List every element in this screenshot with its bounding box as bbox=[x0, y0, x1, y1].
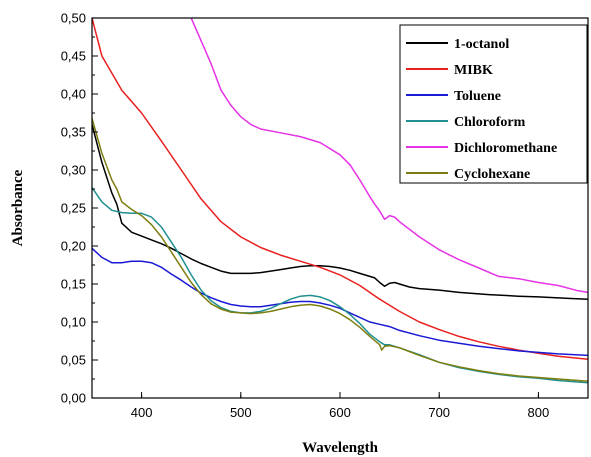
y-axis-title: Absorbance bbox=[10, 169, 26, 246]
y-tick-label: 0,30 bbox=[61, 163, 86, 178]
x-tick-label: 500 bbox=[230, 405, 252, 420]
y-tick-label: 0,00 bbox=[61, 391, 86, 406]
x-axis-title: Wavelength bbox=[302, 440, 378, 456]
y-tick-label: 0,05 bbox=[61, 353, 86, 368]
series-line-3 bbox=[92, 187, 588, 384]
y-tick-label: 0,45 bbox=[61, 49, 86, 64]
series-layer bbox=[92, 18, 588, 384]
legend-box bbox=[399, 24, 588, 184]
y-tick-label: 0,35 bbox=[61, 125, 86, 140]
y-tick-label: 0,50 bbox=[61, 11, 86, 26]
series-line-2 bbox=[92, 247, 588, 357]
x-tick-label: 400 bbox=[131, 405, 153, 420]
legend-label-4: Dichloromethane bbox=[454, 141, 557, 156]
y-tick-label: 0,25 bbox=[61, 201, 86, 216]
legend-label-2: Toluene bbox=[454, 89, 501, 104]
ticks-layer: 400 500 600 700 800 0,00 0,05 0,10 0,15 0,20 0,25 0… bbox=[61, 11, 550, 421]
legend-label-1: MIBK bbox=[454, 63, 493, 78]
series-line-1 bbox=[92, 18, 588, 360]
legend-label-3: Chloroform bbox=[454, 115, 526, 130]
x-tick-label: 700 bbox=[428, 405, 450, 420]
x-tick-label: 800 bbox=[528, 405, 550, 420]
y-tick-label: 0,20 bbox=[61, 239, 86, 254]
y-tick-label: 0,40 bbox=[61, 87, 86, 102]
legend: 1-octanol MIBK Toluene Chloroform Dichlorome… bbox=[399, 24, 588, 184]
y-tick-label: 0,10 bbox=[61, 315, 86, 330]
legend-label-5: Cyclohexane bbox=[454, 167, 530, 182]
x-tick-label: 600 bbox=[329, 405, 351, 420]
series-line-0 bbox=[92, 124, 588, 300]
series-line-4 bbox=[190, 18, 588, 294]
y-tick-label: 0,15 bbox=[61, 277, 86, 292]
series-line-5 bbox=[92, 118, 588, 383]
legend-label-0: 1-octanol bbox=[454, 37, 509, 52]
